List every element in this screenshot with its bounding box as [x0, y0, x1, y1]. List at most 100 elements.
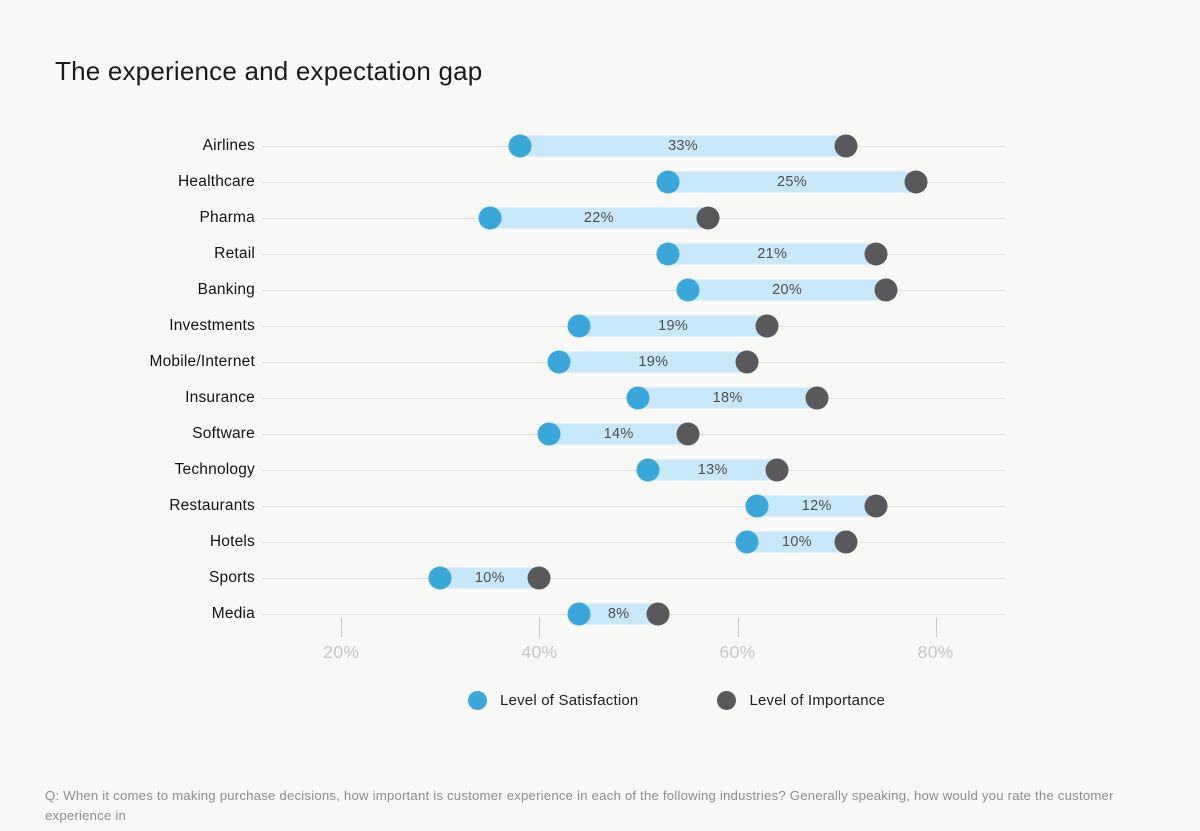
- importance-dot: [527, 566, 551, 590]
- row-gridline: [262, 542, 1005, 543]
- satisfaction-dot: [735, 530, 759, 554]
- gap-value-label: 20%: [772, 282, 803, 298]
- row-plot-area: 10%: [262, 524, 1005, 560]
- satisfaction-dot: [428, 566, 452, 590]
- gap-bar: [538, 423, 699, 445]
- axis-tick-label: 80%: [917, 642, 954, 662]
- chart-row: Banking 20%: [0, 272, 1005, 308]
- satisfaction-dot: [567, 602, 591, 626]
- satisfaction-dot: [537, 422, 561, 446]
- satisfaction-dot: [626, 386, 650, 410]
- chart-row: Retail 21%: [0, 236, 1005, 272]
- gap-bar: [637, 459, 789, 481]
- chart-row: Healthcare 25%: [0, 164, 1005, 200]
- chart-row: Airlines 33%: [0, 128, 1005, 164]
- gap-value-label: 12%: [801, 498, 832, 514]
- importance-dot: [864, 494, 888, 518]
- axis-tick-label: 40%: [521, 642, 558, 662]
- chart-row: Insurance 18%: [0, 380, 1005, 416]
- gap-bar: [657, 171, 927, 193]
- chart-row: Sports 10%: [0, 560, 1005, 596]
- row-plot-area: 18%: [262, 380, 1005, 416]
- legend-label: Level of Satisfaction: [500, 692, 639, 709]
- satisfaction-dot: [508, 134, 532, 158]
- row-plot-area: 25%: [262, 164, 1005, 200]
- satisfaction-legend-dot: [468, 691, 487, 710]
- row-plot-area: 20%: [262, 272, 1005, 308]
- satisfaction-dot: [656, 242, 680, 266]
- category-label: Banking: [197, 281, 255, 298]
- gap-value-label: 14%: [603, 426, 634, 442]
- gap-bar: [508, 135, 858, 157]
- importance-dot: [696, 206, 720, 230]
- gap-value-label: 8%: [607, 606, 630, 622]
- row-plot-area: 22%: [262, 200, 1005, 236]
- gap-bar: [676, 279, 898, 301]
- gap-value-label: 21%: [757, 246, 788, 262]
- axis-tick-label: 60%: [719, 642, 756, 662]
- axis-tick: [539, 618, 541, 637]
- chart-row: Technology 13%: [0, 452, 1005, 488]
- gap-bar: [548, 351, 759, 373]
- chart-row: Hotels 10%: [0, 524, 1005, 560]
- row-plot-area: 19%: [262, 308, 1005, 344]
- satisfaction-dot: [745, 494, 769, 518]
- gap-value-label: 10%: [474, 570, 505, 586]
- row-plot-area: 33%: [262, 128, 1005, 164]
- gap-value-label: 22%: [583, 210, 614, 226]
- row-gridline: [262, 470, 1005, 471]
- importance-dot: [904, 170, 928, 194]
- row-plot-area: 21%: [262, 236, 1005, 272]
- chart-legend: Level of Satisfaction Level of Importanc…: [468, 691, 885, 710]
- chart-row: Media 8%: [0, 596, 1005, 632]
- row-plot-area: 8%: [262, 596, 1005, 632]
- legend-item-satisfaction: Level of Satisfaction: [468, 691, 638, 710]
- gap-value-label: 19%: [638, 354, 669, 370]
- x-axis: 20% 40% 60% 80%: [262, 614, 1005, 664]
- satisfaction-dot: [478, 206, 502, 230]
- legend-label: Level of Importance: [749, 692, 885, 709]
- row-plot-area: 14%: [262, 416, 1005, 452]
- importance-dot: [676, 422, 700, 446]
- importance-dot: [765, 458, 789, 482]
- gap-value-label: 13%: [697, 462, 728, 478]
- gap-bar: [736, 531, 858, 553]
- axis-tick: [935, 618, 937, 637]
- category-label: Investments: [169, 317, 255, 334]
- gap-bar: [657, 243, 888, 265]
- category-label: Pharma: [199, 209, 255, 226]
- footnote-line: Q: When it comes to making purchase deci…: [45, 788, 1118, 823]
- gap-bar: [746, 495, 888, 517]
- importance-dot: [874, 278, 898, 302]
- row-gridline: [262, 254, 1005, 255]
- satisfaction-dot: [656, 170, 680, 194]
- row-plot-area: 12%: [262, 488, 1005, 524]
- row-gridline: [262, 290, 1005, 291]
- category-label: Media: [211, 605, 255, 622]
- category-label: Healthcare: [178, 173, 255, 190]
- importance-dot: [735, 350, 759, 374]
- category-label: Airlines: [202, 137, 255, 154]
- category-label: Sports: [209, 569, 255, 586]
- row-plot-area: 10%: [262, 560, 1005, 596]
- importance-dot: [755, 314, 779, 338]
- gap-value-label: 19%: [658, 318, 689, 334]
- chart-row: Mobile/Internet 19%: [0, 344, 1005, 380]
- category-label: Mobile/Internet: [149, 353, 255, 370]
- chart-row: Pharma 22%: [0, 200, 1005, 236]
- importance-legend-dot: [717, 691, 737, 710]
- footnote: Q: When it comes to making purchase deci…: [45, 746, 1155, 831]
- gap-bar: [568, 603, 670, 625]
- axis-tick-label: 20%: [323, 642, 360, 662]
- row-gridline: [262, 182, 1005, 183]
- category-label: Insurance: [185, 389, 255, 406]
- category-label: Restaurants: [169, 497, 255, 514]
- importance-dot: [834, 530, 858, 554]
- axis-tick: [341, 618, 343, 637]
- legend-item-importance: Level of Importance: [717, 691, 885, 710]
- importance-dot: [834, 134, 858, 158]
- gap-value-label: 25%: [777, 174, 807, 190]
- row-plot-area: 19%: [262, 344, 1005, 380]
- category-label: Software: [192, 425, 255, 442]
